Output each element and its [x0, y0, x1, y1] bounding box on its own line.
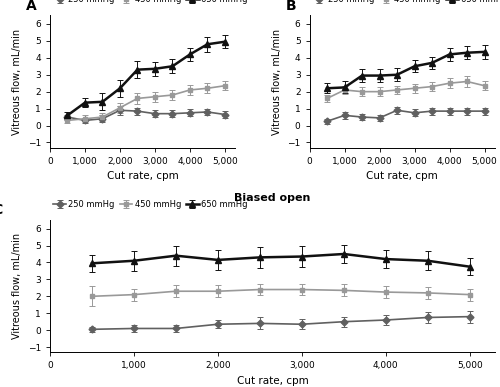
Legend: 250 mmHg, 450 mmHg, 650 mmHg: 250 mmHg, 450 mmHg, 650 mmHg [50, 0, 251, 7]
Text: A: A [26, 0, 36, 13]
Text: B: B [286, 0, 296, 13]
X-axis label: Cut rate, cpm: Cut rate, cpm [107, 171, 178, 181]
Y-axis label: Vitreous flow, mL/min: Vitreous flow, mL/min [12, 28, 22, 135]
Legend: 250 mmHg, 450 mmHg, 650 mmHg: 250 mmHg, 450 mmHg, 650 mmHg [310, 0, 500, 7]
Title: Biased open: Biased open [234, 193, 310, 203]
Y-axis label: Vitreous flow, mL/min: Vitreous flow, mL/min [12, 233, 22, 339]
Legend: 250 mmHg, 450 mmHg, 650 mmHg: 250 mmHg, 450 mmHg, 650 mmHg [50, 196, 251, 212]
X-axis label: Cut rate, cpm: Cut rate, cpm [366, 171, 438, 181]
Y-axis label: Vitreous flow, mL/min: Vitreous flow, mL/min [272, 28, 282, 135]
X-axis label: Cut rate, cpm: Cut rate, cpm [236, 376, 308, 386]
Text: C: C [0, 204, 2, 217]
